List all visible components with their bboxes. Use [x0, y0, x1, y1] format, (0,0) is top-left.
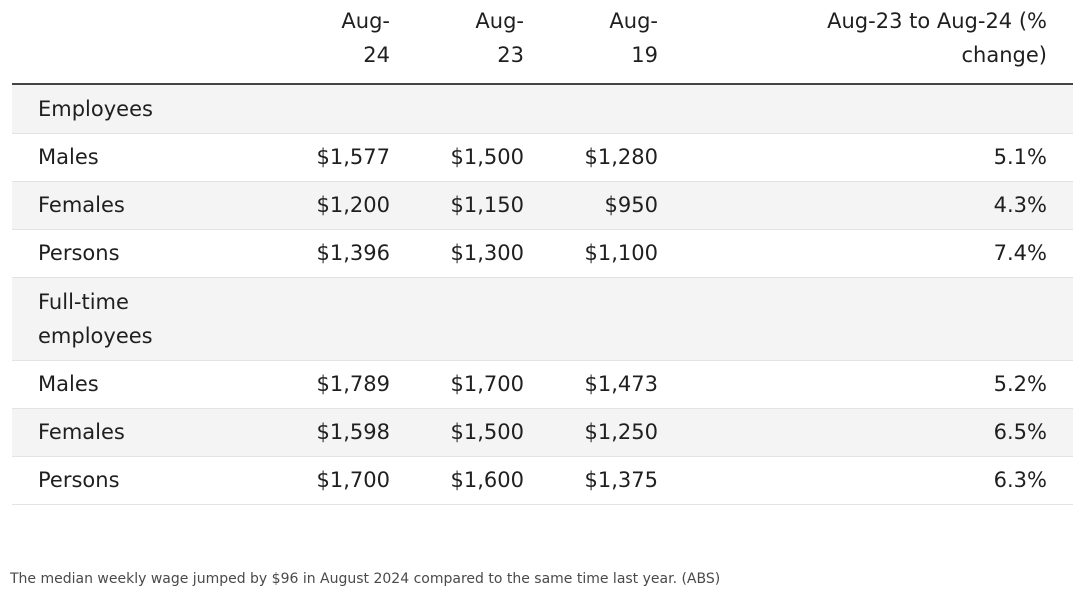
table-row: Females $1,200 $1,150 $950 4.3%: [12, 181, 1073, 230]
cell-aug-23: $1,600: [390, 456, 524, 505]
header-label-column: [12, 0, 256, 85]
table-caption: The median weekly wage jumped by $96 in …: [10, 571, 721, 587]
cell-aug-19: $1,250: [524, 408, 658, 457]
section-row-employees: Employees: [12, 84, 1073, 134]
header-aug-19: Aug- 19: [524, 0, 658, 85]
table-header-row: Aug- 24 Aug- 23 Aug- 19 Aug-23 to Aug-24…: [12, 0, 1073, 85]
cell-aug-24: $1,577: [256, 133, 390, 182]
cell-aug-23: $1,500: [390, 133, 524, 182]
section-row-full-time-employees: Full-time employees: [12, 277, 1073, 361]
row-label: Persons: [12, 456, 256, 505]
wage-table-container: Aug- 24 Aug- 23 Aug- 19 Aug-23 to Aug-24…: [12, 0, 1073, 505]
cell-aug-19: $1,375: [524, 456, 658, 505]
row-label: Males: [12, 133, 256, 182]
cell-aug-23: $1,500: [390, 408, 524, 457]
cell-aug-24: $1,396: [256, 229, 390, 278]
cell-percent-change: 7.4%: [658, 229, 1073, 278]
table-row: Males $1,789 $1,700 $1,473 5.2%: [12, 360, 1073, 409]
cell-aug-19: $1,473: [524, 360, 658, 409]
table-row: Persons $1,396 $1,300 $1,100 7.4%: [12, 229, 1073, 278]
cell-aug-24: $1,789: [256, 360, 390, 409]
cell-aug-23: $1,150: [390, 181, 524, 230]
cell-aug-24: $1,700: [256, 456, 390, 505]
table-row: Persons $1,700 $1,600 $1,375 6.3%: [12, 456, 1073, 505]
section-title: Employees: [12, 84, 256, 134]
cell-aug-24: $1,598: [256, 408, 390, 457]
cell-aug-23: $1,700: [390, 360, 524, 409]
cell-percent-change: 5.2%: [658, 360, 1073, 409]
row-label: Persons: [12, 229, 256, 278]
table-row: Males $1,577 $1,500 $1,280 5.1%: [12, 133, 1073, 182]
row-label: Females: [12, 181, 256, 230]
cell-aug-19: $950: [524, 181, 658, 230]
cell-percent-change: 5.1%: [658, 133, 1073, 182]
cell-percent-change: 6.3%: [658, 456, 1073, 505]
row-label: Males: [12, 360, 256, 409]
header-aug-24: Aug- 24: [256, 0, 390, 85]
cell-percent-change: 6.5%: [658, 408, 1073, 457]
median-weekly-wage-table: Aug- 24 Aug- 23 Aug- 19 Aug-23 to Aug-24…: [12, 0, 1073, 505]
cell-aug-19: $1,100: [524, 229, 658, 278]
row-label: Females: [12, 408, 256, 457]
header-aug-23: Aug- 23: [390, 0, 524, 85]
section-title: Full-time employees: [12, 277, 256, 361]
cell-aug-24: $1,200: [256, 181, 390, 230]
cell-aug-23: $1,300: [390, 229, 524, 278]
table-row: Females $1,598 $1,500 $1,250 6.5%: [12, 408, 1073, 457]
cell-aug-19: $1,280: [524, 133, 658, 182]
header-percent-change: Aug-23 to Aug-24 (% change): [658, 0, 1073, 85]
cell-percent-change: 4.3%: [658, 181, 1073, 230]
